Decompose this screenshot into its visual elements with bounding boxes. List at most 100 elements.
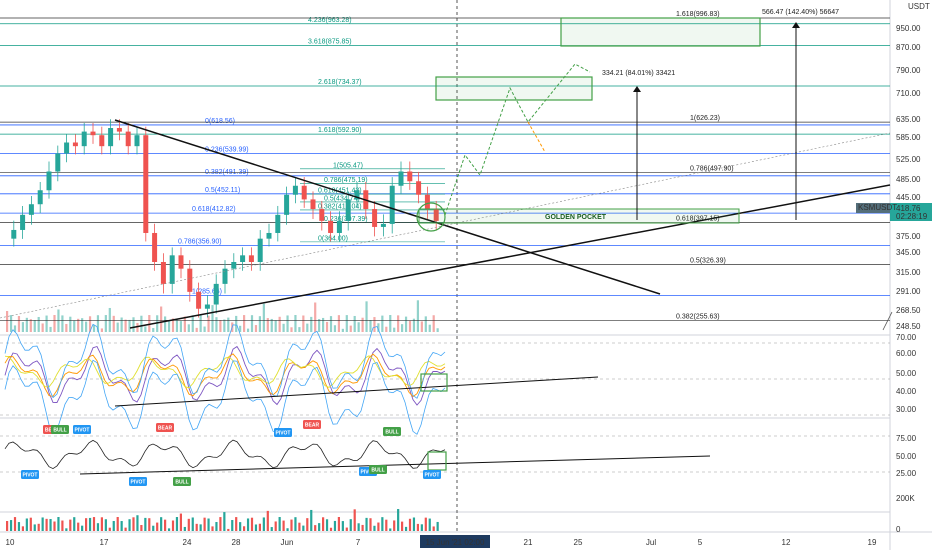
volume-bar [104, 315, 107, 332]
volume-bar [49, 326, 52, 332]
signal-label-11: BULL [385, 430, 398, 436]
volume-pane-bar [124, 527, 127, 531]
volume-pane-bar [29, 517, 32, 531]
volume-bar [92, 324, 96, 332]
price-tick-7: 485.00 [896, 175, 921, 184]
projection-path [444, 63, 591, 216]
candle-body [345, 199, 351, 221]
volume-bar [250, 315, 254, 332]
signal-label-9: PIVOT [360, 470, 375, 476]
volume-bar [432, 315, 435, 332]
volume-bar [199, 315, 202, 332]
price-tick-9: 375.00 [896, 232, 921, 241]
signal-badge-2 [51, 425, 69, 434]
time-tick-1: 17 [100, 538, 109, 547]
volume-bar [219, 320, 222, 332]
volume-pane-bar [274, 521, 277, 531]
price-countdown: 02:28:19 [896, 212, 928, 221]
volume-bar [6, 311, 9, 332]
time-axis[interactable]: 10 17 24 28 Jun 7 21 25 Jul 5 12 19 15 Jun '21 02:00 [6, 535, 877, 548]
cursor-time-label: 15 Jun '21 02:00 [426, 538, 485, 547]
volume-bar [420, 321, 423, 332]
volume-pane-bar [333, 520, 337, 531]
volume-bar [239, 325, 242, 332]
time-tick-7: 25 [574, 538, 583, 547]
signal-badge-12 [423, 470, 441, 479]
volume-bar [318, 319, 321, 332]
volume-pane-bar [207, 518, 210, 531]
volume-pane-bar [314, 525, 317, 531]
trendline-dotted [0, 132, 891, 319]
volume-pane-bar [381, 517, 384, 531]
volume-bar [373, 317, 376, 332]
volume-bar [215, 317, 218, 332]
fib-left-label-6: 1(285.66) [192, 289, 222, 296]
volume-pane-bar [199, 524, 202, 531]
volume-pane-bar [329, 527, 333, 531]
signal-badge-7 [274, 428, 292, 437]
candle-body [55, 153, 61, 172]
volume-bar [152, 328, 155, 332]
volume-bar [266, 318, 269, 332]
rsi-pane [0, 323, 890, 435]
volume-pane-bar [254, 524, 258, 531]
candle-body [248, 255, 254, 262]
target-box-1 [435, 76, 593, 101]
candle-body [257, 238, 263, 262]
fib-right-label-3: 0.618(397.15) [676, 216, 720, 223]
candle-body [354, 190, 360, 200]
volume-bar [329, 316, 333, 332]
volume-pane-bar [65, 528, 68, 531]
volume-bar [167, 321, 171, 332]
volume-pane-bar [424, 517, 427, 531]
candle-body [398, 171, 404, 186]
rsi-tick-2: 50.00 [896, 369, 917, 378]
volume-bar [436, 328, 439, 332]
volume-bar [314, 302, 317, 332]
candle-body [372, 209, 378, 227]
volume-bar [389, 315, 392, 332]
volume-pane-bar [108, 527, 111, 531]
volume-bar [77, 318, 80, 332]
fib-small-label-6: 0(364.00) [318, 235, 348, 242]
time-tick-10: 12 [782, 538, 791, 547]
volume-bar [246, 328, 250, 332]
volume-pane-bar [393, 520, 396, 531]
volume-bar [33, 320, 36, 332]
fib-ext-label-3: 1.618(592.90) [318, 127, 362, 134]
volume-pane-bar [270, 527, 273, 531]
volume-pane-bar [6, 521, 9, 531]
price-axis[interactable]: USDT 950.00 870.00 790.00 710.00 635.00 585.00… [856, 2, 932, 534]
volume-bar [337, 315, 340, 332]
price-tick-10: 345.00 [896, 248, 921, 257]
volume-pane-bar [412, 517, 416, 531]
volume-bar [381, 315, 384, 332]
highlight-circle [416, 202, 446, 232]
time-tick-6: 21 [524, 538, 533, 547]
volume-pane-bar [282, 520, 285, 531]
volume-pane-bar [397, 509, 400, 531]
volume-bar [397, 315, 400, 332]
fib-left-label-3: 0.5(452.11) [205, 187, 240, 194]
signal-label-0: PIVOT [22, 473, 37, 479]
volume-pane-bar [298, 522, 301, 531]
candle-body [204, 304, 210, 309]
volume-bar [9, 315, 13, 332]
volume-pane-bar [416, 523, 419, 531]
volume-bar [203, 326, 206, 332]
candle-body [108, 128, 114, 147]
volume-bar [37, 316, 40, 332]
volume-bar [100, 328, 103, 332]
volume-bar [282, 323, 285, 332]
volume-bar [183, 316, 186, 332]
volume-pane-bar [223, 512, 226, 531]
volume-pane-bar [361, 524, 364, 531]
volume-bar [298, 327, 301, 332]
volume-pane-bar [195, 523, 198, 531]
fib-left-label-4: 0.618(412.82) [192, 206, 236, 213]
candle-body [178, 255, 184, 269]
volume-bar [144, 326, 147, 332]
volume-bar [223, 319, 226, 332]
price-tick-6: 525.00 [896, 155, 921, 164]
